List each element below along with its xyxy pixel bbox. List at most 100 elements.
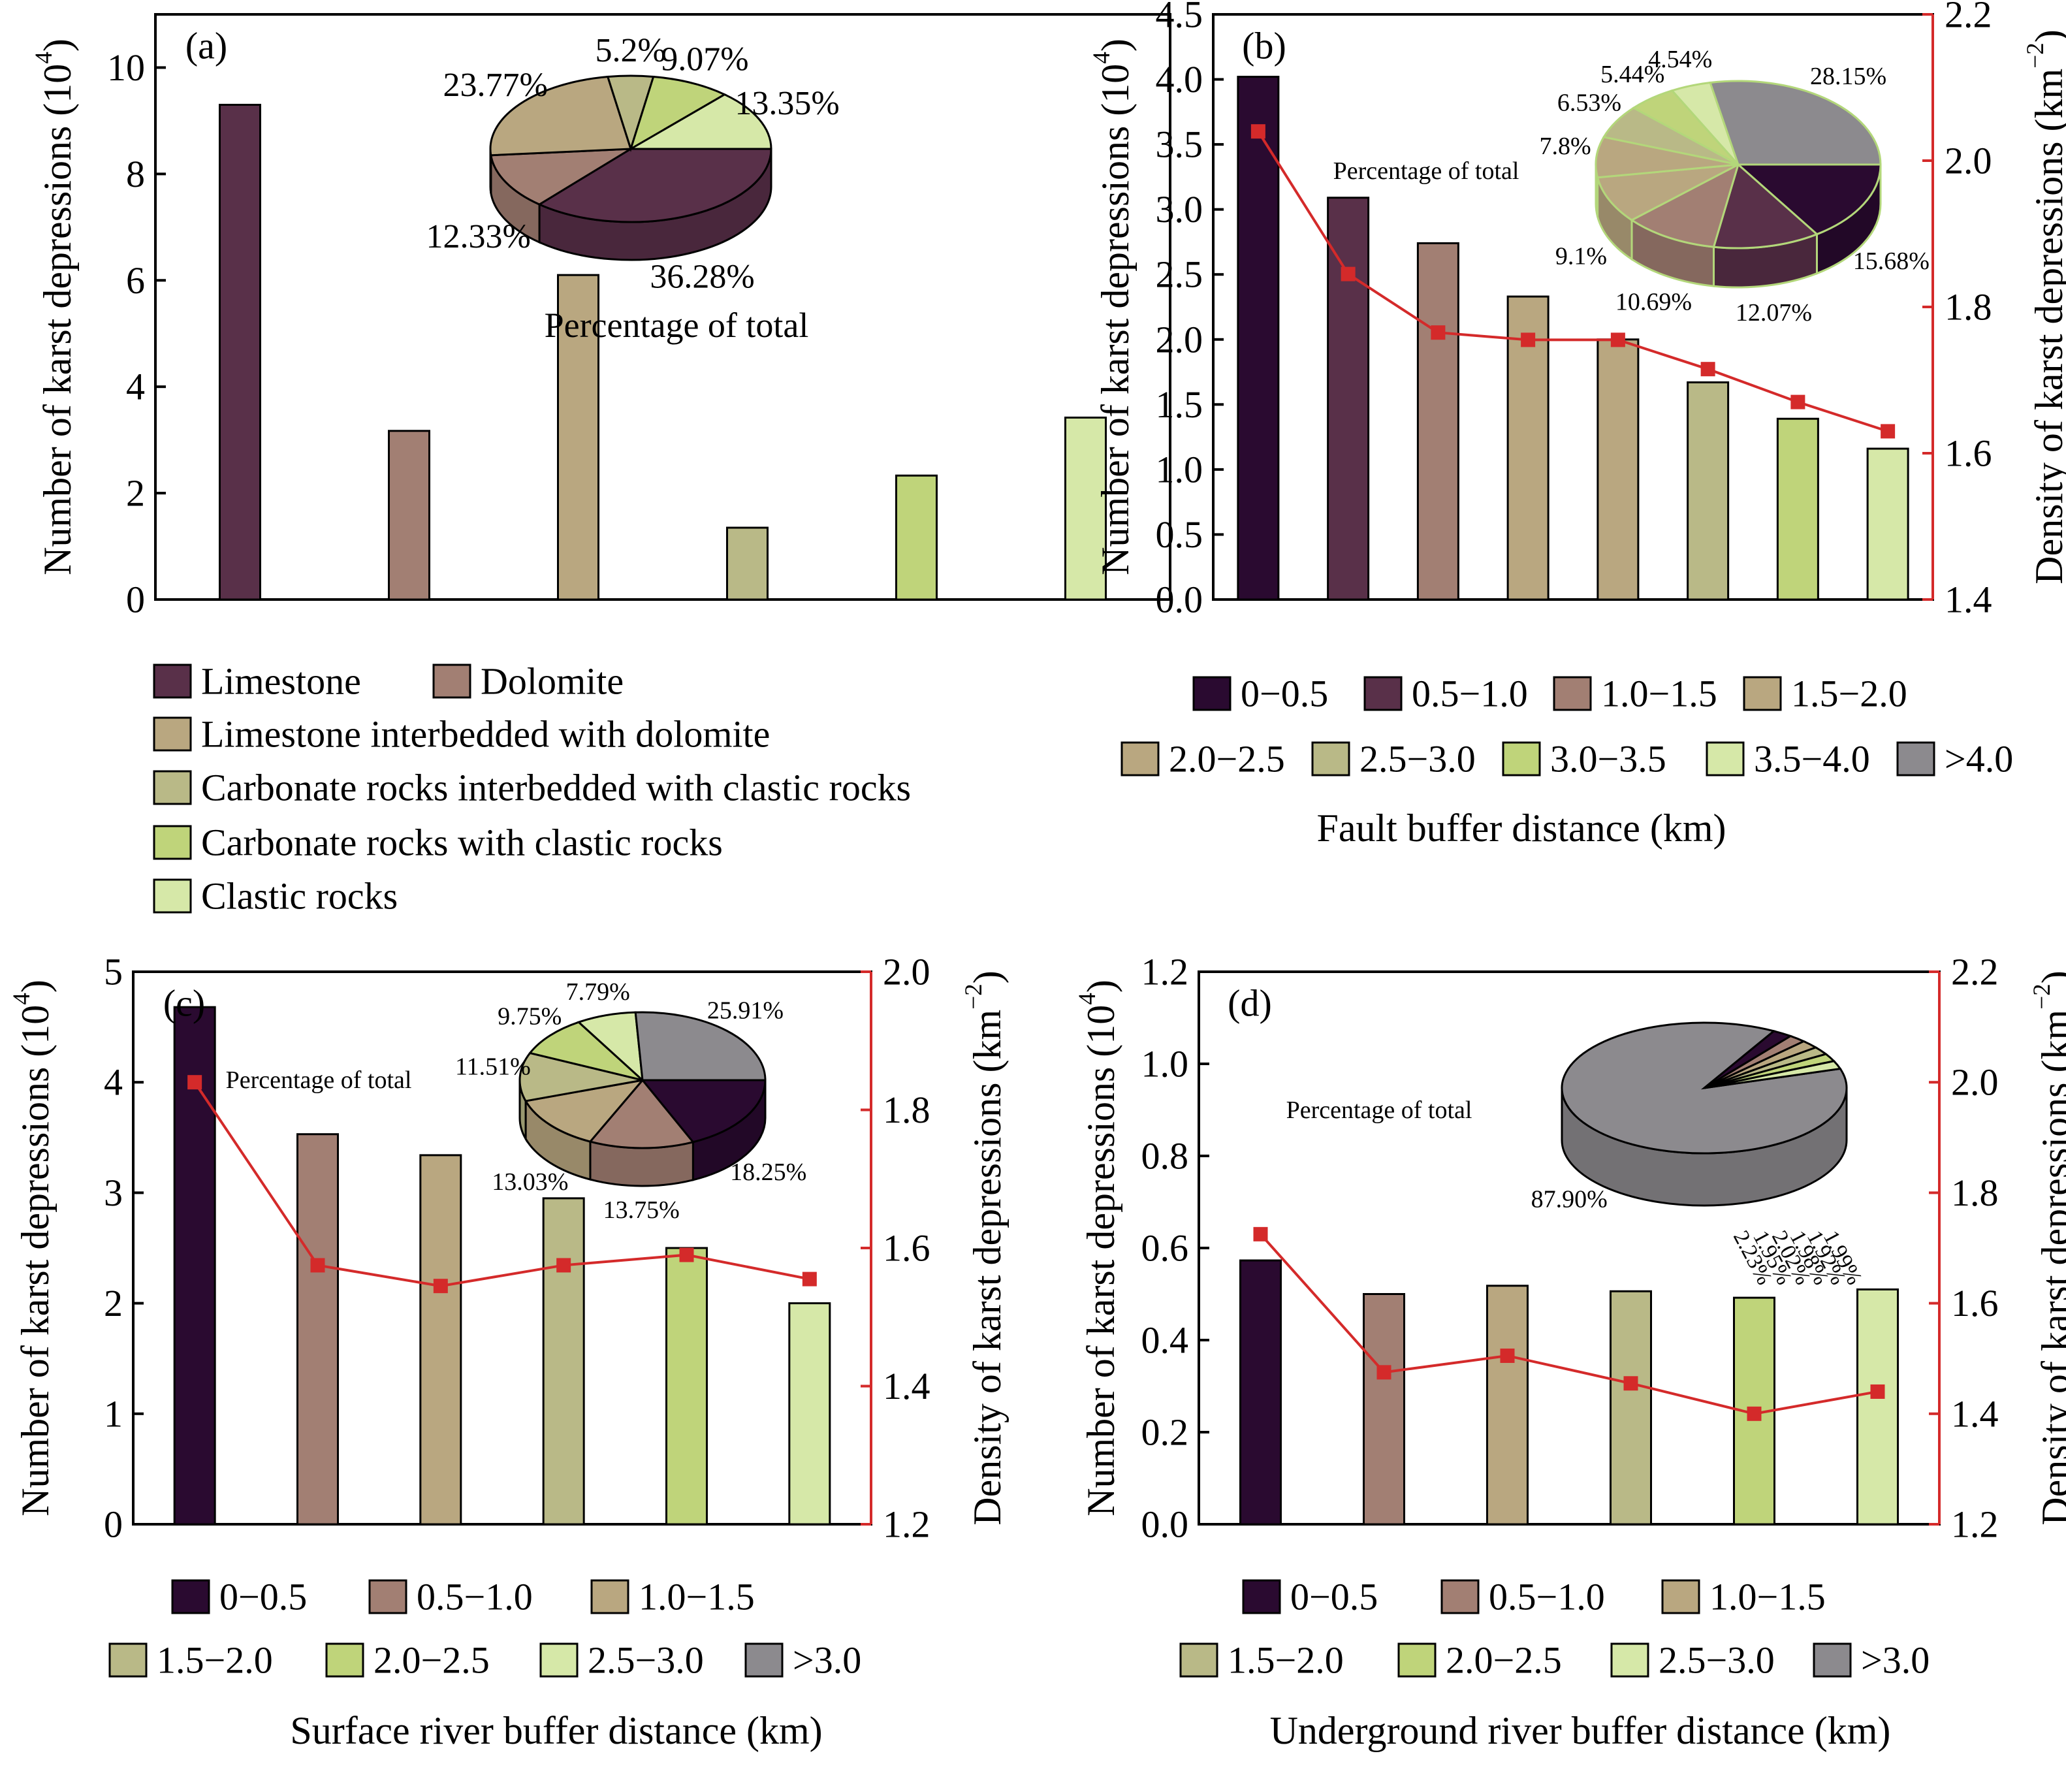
- y2-axis-label: Density of karst depressions (km−2): [2029, 970, 2066, 1525]
- y-tick-label: 10: [107, 46, 145, 89]
- bar: [542, 1197, 585, 1526]
- legend-swatch: [1242, 1579, 1281, 1614]
- pie-slice: [1736, 163, 1882, 236]
- pie-slice: [629, 75, 727, 152]
- legend-label: >4.0: [1945, 738, 2013, 780]
- y2-axis-label: Density of karst depressions (km−2): [961, 970, 1009, 1525]
- y2-tick-label: 2.0: [883, 951, 930, 993]
- legend-swatch: [590, 1579, 629, 1614]
- pie-label: 5.44%: [1600, 61, 1664, 88]
- legend-label: 3.0−3.5: [1550, 738, 1666, 780]
- pie-slice: [577, 1011, 644, 1083]
- panel-tag: (d): [1228, 982, 1272, 1025]
- bar: [1866, 447, 1909, 601]
- density-line: [1260, 1233, 1878, 1415]
- pie-slice: [1712, 163, 1819, 249]
- legend-label: 3.5−4.0: [1754, 738, 1870, 780]
- pie-label: 9.75%: [498, 1003, 562, 1031]
- legend: 0−0.5 0.5−1.0 1.0−1.5 1.5−2.0 2.0−2.5 2.5−3.0…: [108, 1576, 861, 1682]
- legend-swatch: [1502, 741, 1541, 776]
- legend-label: 2.5−3.0: [588, 1639, 704, 1682]
- legend-swatch: [1813, 1642, 1852, 1678]
- bar: [788, 1302, 831, 1526]
- y-tick-label: 0: [104, 1503, 123, 1546]
- legend-label: >3.0: [793, 1639, 861, 1682]
- pie-slice: [524, 1078, 645, 1143]
- density-marker: [1376, 1365, 1391, 1380]
- pie-label: 6.53%: [1557, 89, 1621, 117]
- bar: [388, 430, 430, 601]
- pie-title: Percentage of total: [545, 306, 809, 345]
- legend-swatch: [1397, 1642, 1437, 1678]
- y-tick-label: 4.0: [1156, 58, 1203, 101]
- legend: 0−0.5 0.5−1.0 1.0−1.5 1.5−2.0 2.0−2.5 2.5−3.0…: [1179, 1576, 1930, 1682]
- density-marker: [1521, 332, 1536, 347]
- y-tick-label: 2.0: [1156, 318, 1203, 360]
- density-marker: [1881, 424, 1896, 439]
- legend-swatch: [171, 1579, 210, 1614]
- density-marker: [1610, 332, 1625, 347]
- bar: [219, 103, 261, 601]
- y2-tick-label: 2.2: [1945, 0, 1992, 36]
- legend-swatch: [432, 664, 471, 699]
- bar: [1416, 242, 1459, 601]
- density-marker: [1747, 1406, 1762, 1421]
- y2-tick-label: 1.4: [883, 1365, 930, 1407]
- pie-label: 87.90%: [1531, 1186, 1608, 1213]
- bar: [726, 526, 769, 601]
- pie-label: 9.07%: [661, 40, 748, 78]
- bar: [1687, 381, 1730, 601]
- legend-label: 0−0.5: [1290, 1576, 1378, 1618]
- legend-label: 0.5−1.0: [1412, 673, 1528, 715]
- y-tick-label: 8: [126, 153, 145, 195]
- panel-a: 0 2 4 6 8 10 Number of karst depressions (104)…: [31, 13, 1171, 918]
- legend-label: 0.5−1.0: [1489, 1576, 1605, 1618]
- legend: Limestone Dolomite Limestone interbedded w…: [153, 660, 911, 918]
- panel-tag: (b): [1242, 25, 1286, 67]
- legend-label: 2.0−2.5: [1446, 1639, 1562, 1682]
- legend-swatch: [539, 1642, 579, 1678]
- y2-tick-label: 1.8: [1945, 286, 1992, 328]
- legend-label: 2.0−2.5: [1169, 738, 1285, 780]
- y2-tick-label: 1.8: [883, 1089, 930, 1131]
- y-tick-label: 4: [126, 366, 145, 408]
- y-tick-label: 5: [104, 951, 123, 993]
- legend-swatch: [108, 1642, 148, 1678]
- pie-slice: [1596, 163, 1739, 221]
- legend-swatch: [153, 770, 192, 805]
- y-axis-label: Number of karst depressions (104): [1074, 980, 1123, 1516]
- density-marker: [1431, 325, 1446, 340]
- density-marker: [1250, 124, 1265, 139]
- bar: [557, 274, 599, 601]
- bar: [1776, 417, 1819, 601]
- legend-label: 0.5−1.0: [417, 1576, 533, 1618]
- density-line: [193, 1081, 810, 1288]
- bar: [895, 474, 938, 601]
- density-marker: [187, 1075, 202, 1090]
- y2-tick-label: 1.6: [1945, 432, 1992, 475]
- density-marker: [556, 1258, 571, 1273]
- bar: [1237, 76, 1280, 601]
- legend-swatch: [1661, 1579, 1700, 1614]
- density-marker: [1790, 394, 1805, 409]
- y2-tick-label: 1.2: [1951, 1503, 1999, 1546]
- legend-label: Carbonate rocks with clastic rocks: [201, 822, 723, 864]
- density-marker: [1700, 362, 1715, 377]
- legend-swatch: [1192, 676, 1232, 711]
- pie-title: Percentage of total: [1286, 1096, 1472, 1124]
- density-marker: [1341, 266, 1356, 281]
- y-tick-label: 0.0: [1156, 579, 1203, 621]
- bar: [173, 1006, 216, 1526]
- panel-b: 0.0 0.5 1.0 1.5 2.0 2.5 3.0 3.5 4.0 4.5 1.4 1.6 1.8 2…: [1089, 0, 2066, 850]
- density-marker: [1253, 1226, 1268, 1241]
- legend: 0−0.5 0.5−1.0 1.0−1.5 1.5−2.0 2.0−2.5 2.5−3.0…: [1120, 673, 2013, 780]
- y-tick-label: 1.5: [1156, 383, 1203, 426]
- y-tick-label: 0.0: [1141, 1503, 1189, 1546]
- legend-swatch: [1743, 676, 1782, 711]
- y-tick-label: 1.0: [1156, 448, 1203, 490]
- y-tick-label: 0.2: [1141, 1411, 1189, 1454]
- legend-swatch: [1363, 676, 1403, 711]
- y-tick-label: 0.6: [1141, 1227, 1189, 1270]
- x-axis-label: Surface river buffer distance (km): [290, 1709, 822, 1752]
